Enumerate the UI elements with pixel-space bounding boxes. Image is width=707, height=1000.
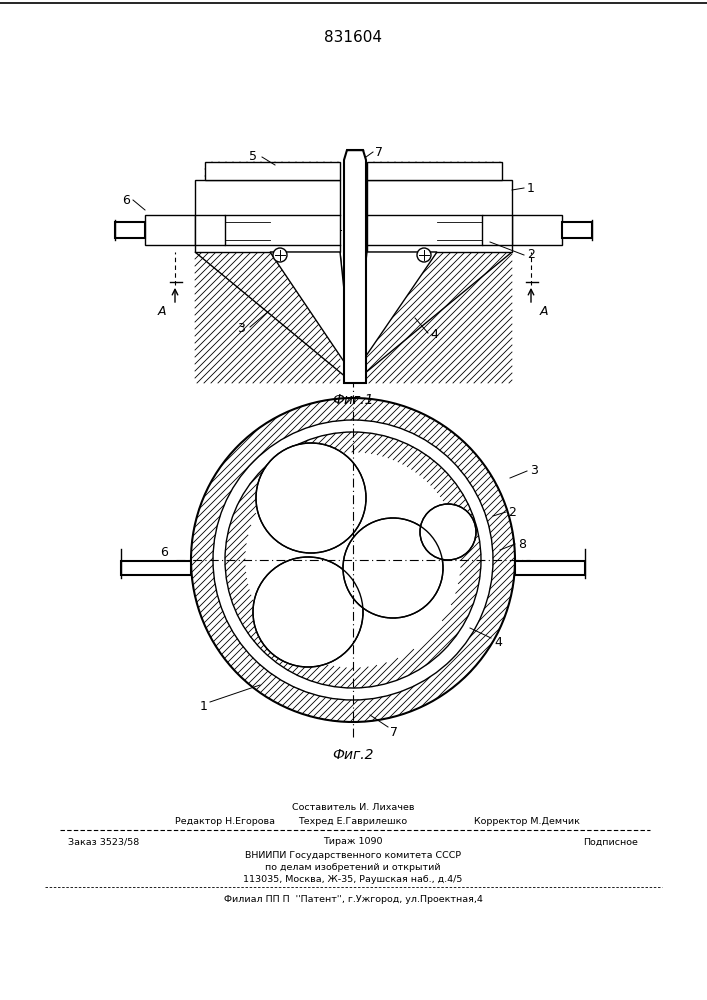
Text: А: А xyxy=(158,305,166,318)
Text: ВНИИПИ Государственного комитета СССР: ВНИИПИ Государственного комитета СССР xyxy=(245,850,461,859)
Text: 8: 8 xyxy=(518,538,526,552)
Bar xyxy=(145,215,195,245)
Text: Филиал ПП П  ''Патент'', г.Ужгород, ул.Проектная,4: Филиал ПП П ''Патент'', г.Ужгород, ул.Пр… xyxy=(223,894,482,904)
Circle shape xyxy=(253,557,363,667)
Text: 6: 6 xyxy=(160,546,168,558)
Text: 831604: 831604 xyxy=(324,30,382,45)
Bar xyxy=(562,222,592,238)
Polygon shape xyxy=(353,252,512,383)
Text: 113035, Москва, Ж-35, Раушская наб., д.4/5: 113035, Москва, Ж-35, Раушская наб., д.4… xyxy=(243,874,462,884)
Circle shape xyxy=(191,398,515,722)
Polygon shape xyxy=(270,252,353,375)
Bar xyxy=(512,215,562,245)
Text: А: А xyxy=(539,305,548,318)
Text: 3: 3 xyxy=(530,464,538,477)
Text: 1: 1 xyxy=(200,700,208,714)
Text: Тираж 1090: Тираж 1090 xyxy=(323,838,382,846)
Circle shape xyxy=(213,420,493,700)
Bar xyxy=(482,215,512,245)
Bar xyxy=(367,162,502,180)
Text: Фиг.1: Фиг.1 xyxy=(332,393,374,407)
Text: Техред Е.Гаврилешко: Техред Е.Гаврилешко xyxy=(298,818,407,826)
Bar xyxy=(115,222,145,238)
Polygon shape xyxy=(344,150,366,383)
Text: Подписное: Подписное xyxy=(583,838,638,846)
Bar xyxy=(195,180,340,252)
Circle shape xyxy=(343,518,443,618)
Circle shape xyxy=(417,248,431,262)
Text: 3: 3 xyxy=(237,322,245,334)
Polygon shape xyxy=(195,252,353,383)
Text: 7: 7 xyxy=(390,726,398,738)
Text: 1: 1 xyxy=(527,182,535,194)
Circle shape xyxy=(225,432,481,688)
Text: 5: 5 xyxy=(249,150,257,163)
Bar xyxy=(205,162,340,180)
Text: 2: 2 xyxy=(508,506,516,518)
Text: Фиг.2: Фиг.2 xyxy=(332,748,374,762)
Text: А-А: А-А xyxy=(337,419,369,437)
Polygon shape xyxy=(353,252,437,375)
Text: Заказ 3523/58: Заказ 3523/58 xyxy=(68,838,139,846)
Text: Редактор Н.Егорова: Редактор Н.Егорова xyxy=(175,818,275,826)
Circle shape xyxy=(256,443,366,553)
Bar xyxy=(515,561,585,575)
Text: 4: 4 xyxy=(494,636,502,648)
Text: 4: 4 xyxy=(430,328,438,342)
Text: 7: 7 xyxy=(375,145,383,158)
Text: 6: 6 xyxy=(122,194,130,207)
Text: 2: 2 xyxy=(527,248,535,261)
Circle shape xyxy=(420,504,476,560)
Bar xyxy=(121,561,191,575)
Text: по делам изобретений и открытий: по делам изобретений и открытий xyxy=(265,862,440,871)
Bar xyxy=(195,215,225,245)
Text: Корректор М.Демчик: Корректор М.Демчик xyxy=(474,818,580,826)
Text: Составитель И. Лихачев: Составитель И. Лихачев xyxy=(292,802,414,812)
Bar xyxy=(367,180,512,252)
Circle shape xyxy=(273,248,287,262)
